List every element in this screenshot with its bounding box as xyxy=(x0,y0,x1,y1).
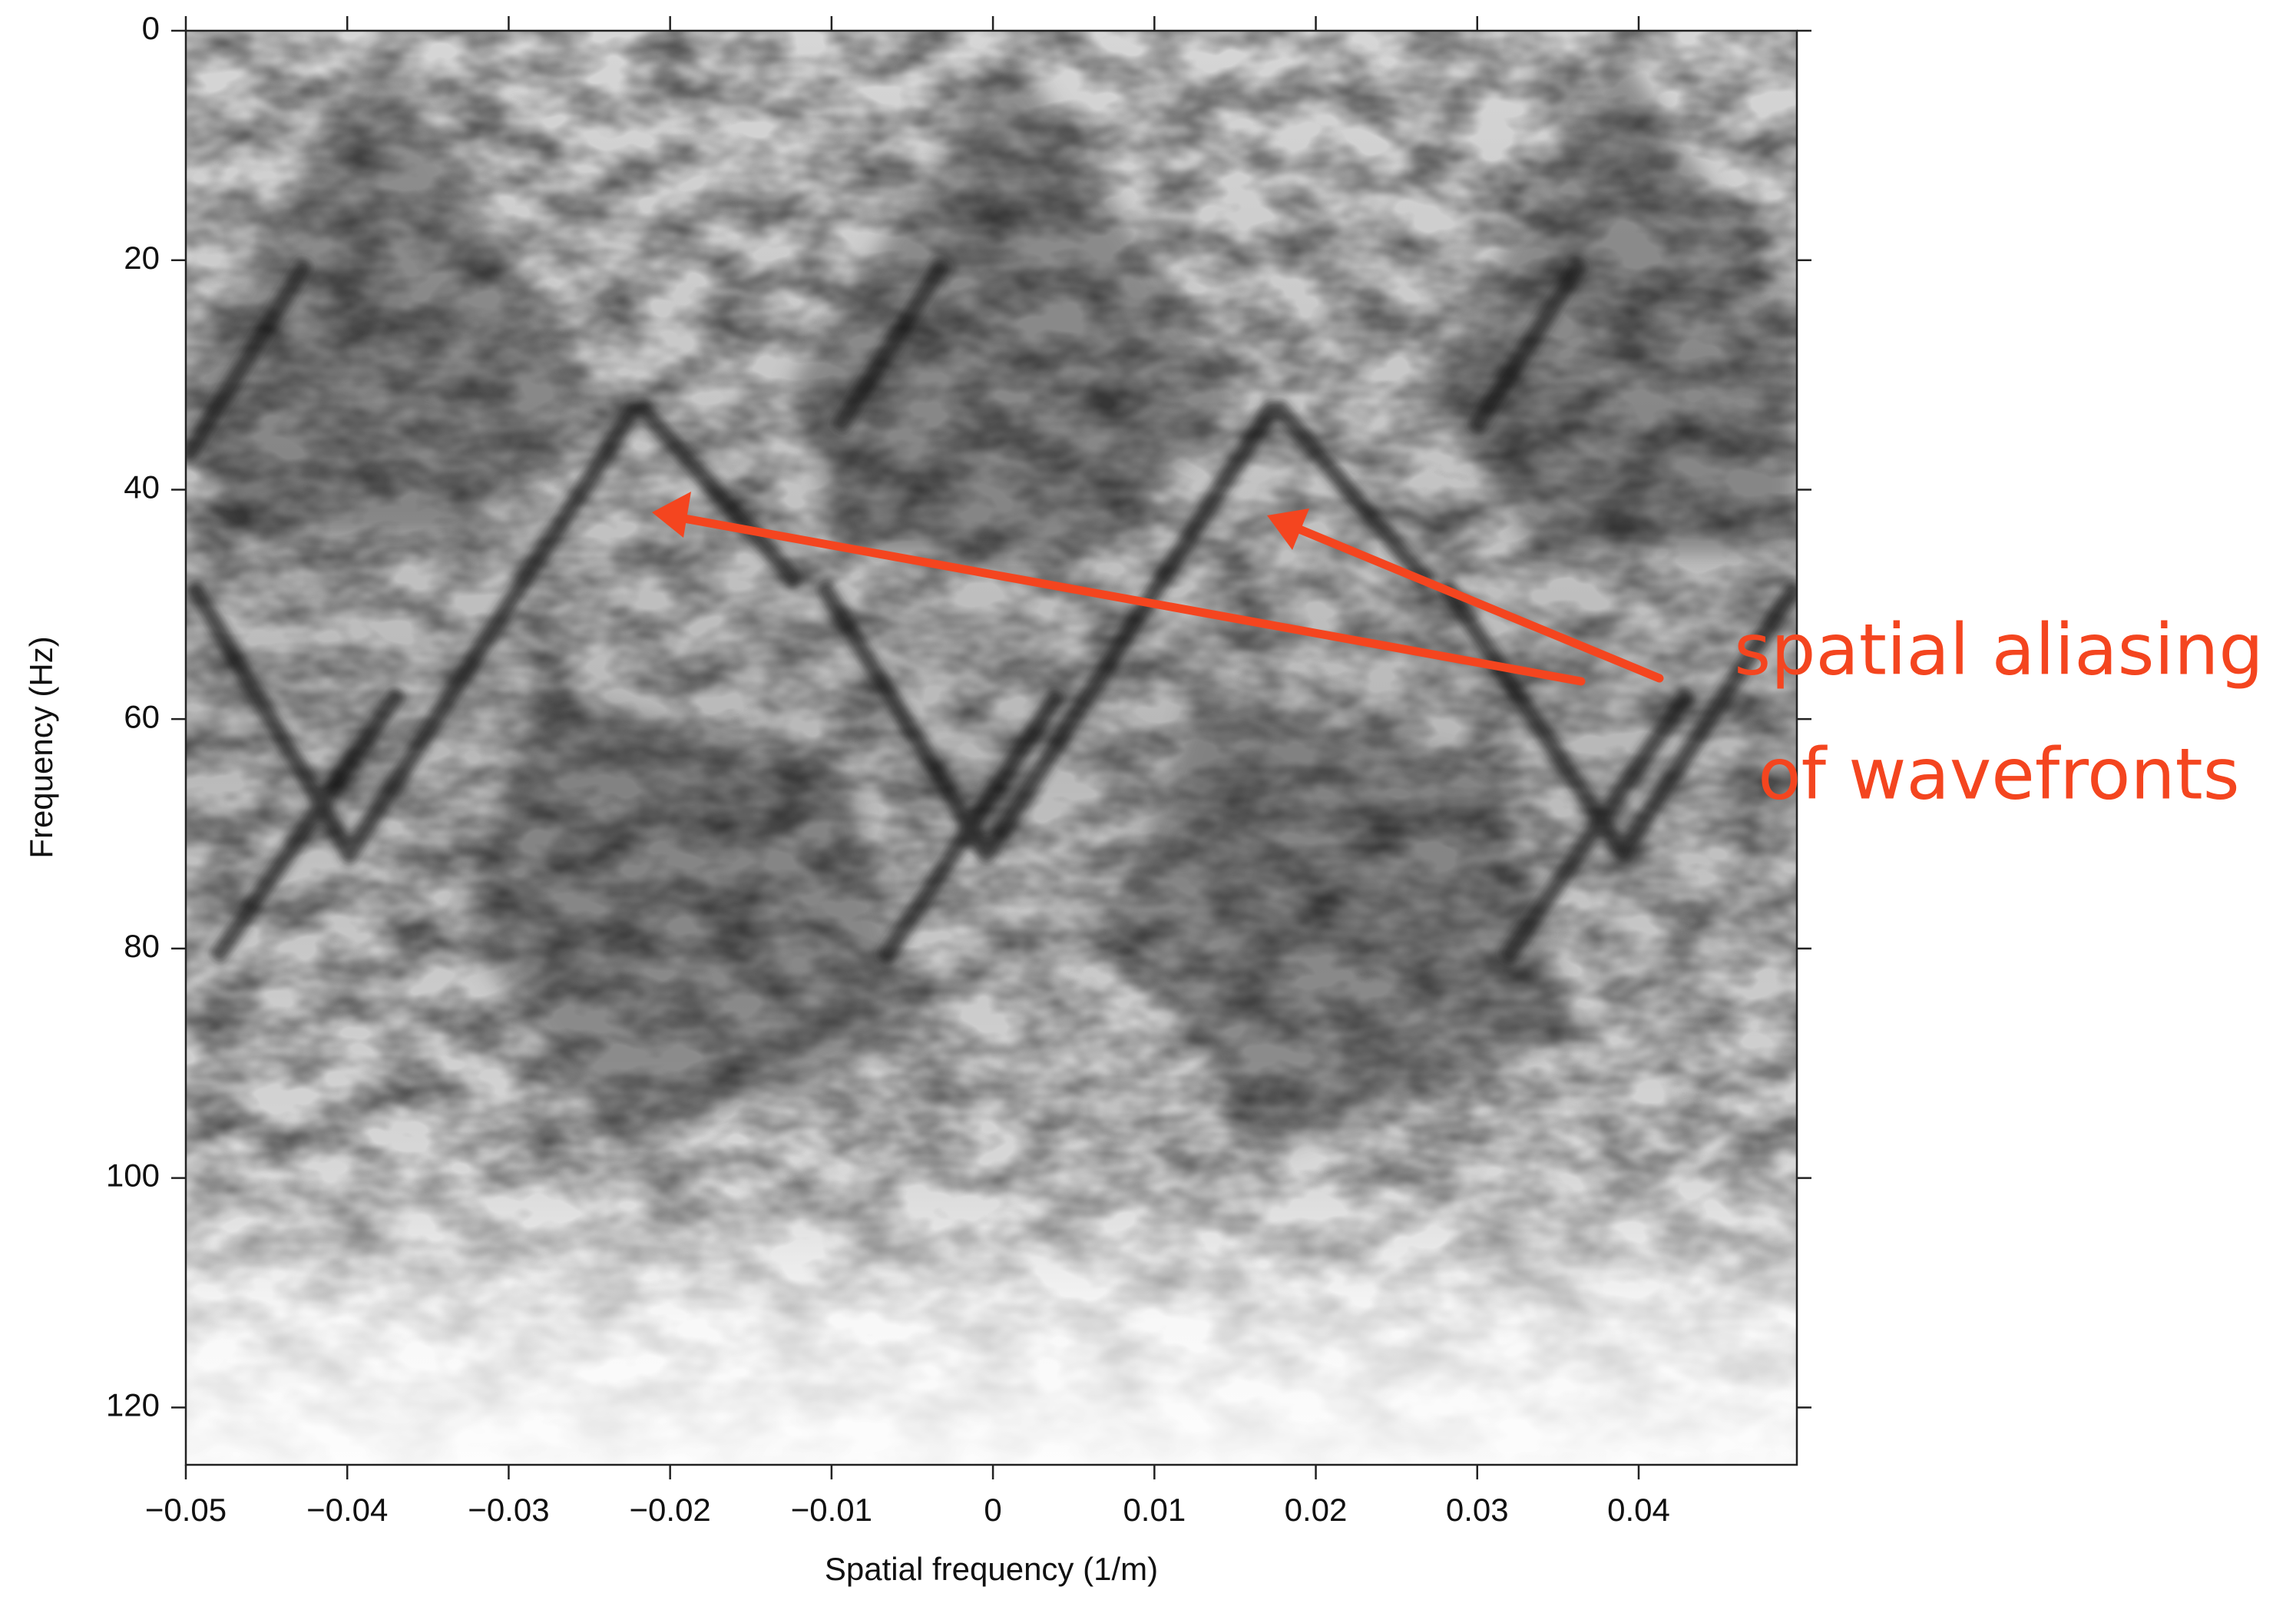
y-tick-label: 40 xyxy=(124,469,160,505)
x-tick-label: −0.01 xyxy=(791,1492,872,1528)
axes: −0.05 −0.04 −0.03 −0.02 −0.01 0 0.01 0.02 0.03 0.… xyxy=(106,10,1811,1528)
annotation: spatial aliasing xyxy=(1734,608,2264,691)
annotation: of wavefronts xyxy=(1758,733,2239,815)
y-tick-label: 0 xyxy=(142,10,160,46)
y-tick-label: 120 xyxy=(106,1386,160,1423)
x-tick-label: 0.01 xyxy=(1123,1492,1186,1528)
arrow-head xyxy=(1267,508,1309,550)
x-tick-label: 0.02 xyxy=(1285,1492,1348,1528)
x-axis-label: Spatial frequency (1/m) xyxy=(825,1551,1158,1587)
annotation-arrows xyxy=(652,492,1664,686)
x-tick-label: −0.04 xyxy=(306,1492,388,1528)
x-tick-label: 0 xyxy=(984,1492,1001,1528)
spectrum-image xyxy=(186,31,1797,1465)
y-tick-label: 20 xyxy=(124,240,160,276)
y-axis-label: Frequency (Hz) xyxy=(23,636,59,858)
y-tick-label: 80 xyxy=(124,928,160,964)
y-tick-label: 100 xyxy=(106,1158,160,1194)
x-tick-label: −0.03 xyxy=(468,1492,549,1528)
x-tick-label: 0.04 xyxy=(1607,1492,1670,1528)
x-tick-label: −0.05 xyxy=(145,1492,227,1528)
x-tick-label: −0.02 xyxy=(630,1492,711,1528)
arrow xyxy=(1285,521,1664,683)
arrow xyxy=(671,512,1586,686)
plot-frame xyxy=(184,29,1798,1466)
y-tick-label: 60 xyxy=(124,698,160,734)
x-tick-label: 0.03 xyxy=(1446,1492,1509,1528)
arrow-head xyxy=(652,492,691,538)
